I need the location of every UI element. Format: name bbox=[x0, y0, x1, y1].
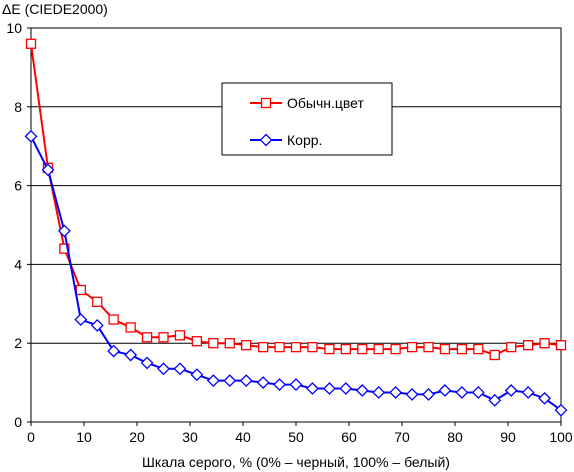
series-1-point bbox=[208, 338, 219, 349]
series-2-point bbox=[90, 319, 104, 332]
series-1-point bbox=[373, 343, 384, 355]
x-axis-label: Шкала серого, % (0% – черный, 100% – бел… bbox=[142, 454, 450, 470]
series-2-point bbox=[455, 386, 469, 399]
series-1-point bbox=[340, 343, 351, 355]
x-axis-ticks: 0 10 20 30 40 50 60 70 80 90 100 bbox=[27, 422, 573, 445]
series-1-point bbox=[357, 343, 368, 355]
series-2-point bbox=[24, 129, 38, 143]
series-2-point bbox=[372, 386, 386, 399]
x-tick-label-20: 20 bbox=[129, 429, 145, 445]
series-2-point bbox=[41, 163, 55, 177]
series-group bbox=[24, 38, 568, 417]
series-2-point bbox=[289, 378, 303, 391]
series-2-point bbox=[256, 376, 270, 390]
x-tick-label-10: 10 bbox=[76, 429, 92, 445]
y-tick-label-4: 4 bbox=[14, 256, 22, 272]
series-2-point bbox=[107, 344, 121, 358]
legend-label-1: Обычн.цвет bbox=[287, 95, 365, 111]
x-tick-label-70: 70 bbox=[394, 429, 410, 445]
series-2-point bbox=[157, 362, 170, 376]
series-1-point bbox=[307, 341, 318, 353]
series-1-point bbox=[506, 341, 517, 353]
series-1-point bbox=[174, 330, 186, 341]
series-2-point bbox=[239, 374, 253, 388]
series-2-point bbox=[206, 374, 220, 388]
series-1-point bbox=[25, 38, 37, 49]
series-2-point bbox=[488, 393, 502, 407]
series-2-point bbox=[389, 386, 403, 399]
series-2-point bbox=[422, 388, 435, 401]
series-1-point bbox=[290, 341, 302, 353]
series-2-point bbox=[57, 224, 71, 238]
series-1-point bbox=[158, 332, 169, 343]
series-1-point bbox=[539, 338, 550, 349]
series-2-point bbox=[339, 382, 353, 395]
x-tick-label-50: 50 bbox=[288, 429, 304, 445]
series-1-point bbox=[456, 343, 468, 355]
series-1-point bbox=[92, 296, 103, 307]
series-2-point bbox=[322, 382, 336, 395]
series-2-point bbox=[173, 362, 187, 376]
legend: Обычн.цвет Корр. bbox=[221, 82, 393, 156]
series-1-point bbox=[274, 341, 285, 353]
series-1-point bbox=[439, 343, 451, 355]
legend-box bbox=[221, 82, 393, 156]
x-tick-label-100: 100 bbox=[549, 429, 573, 445]
series-1-point bbox=[324, 343, 335, 355]
y-axis-ticks: 0 2 4 6 8 10 bbox=[6, 20, 31, 430]
series-1-point bbox=[390, 343, 401, 355]
series-1-point bbox=[406, 341, 418, 353]
series-1-point bbox=[108, 314, 119, 325]
series-2-point bbox=[438, 384, 452, 397]
series-2 bbox=[24, 129, 568, 417]
legend-marker-2 bbox=[259, 133, 273, 147]
x-tick-label-80: 80 bbox=[447, 429, 463, 445]
series-1-point bbox=[473, 343, 484, 355]
series-2-point bbox=[538, 391, 551, 405]
series-2-point bbox=[306, 382, 319, 395]
series-2-point bbox=[273, 378, 286, 391]
series-2-point bbox=[223, 374, 237, 388]
series-1-point bbox=[125, 322, 136, 333]
series-1-point bbox=[191, 336, 203, 347]
y-tick-label-8: 8 bbox=[14, 99, 22, 115]
x-tick-label-30: 30 bbox=[182, 429, 198, 445]
series-2-point bbox=[405, 388, 419, 401]
series-1-point bbox=[423, 341, 434, 353]
x-tick-label-60: 60 bbox=[341, 429, 357, 445]
series-2-point bbox=[124, 348, 138, 362]
y-tick-label-0: 0 bbox=[14, 414, 22, 430]
y-axis-label: ΔE (CIEDE2000) bbox=[2, 1, 108, 17]
series-1-point bbox=[241, 340, 252, 351]
series-1-point bbox=[522, 340, 534, 351]
x-tick-label-90: 90 bbox=[500, 429, 516, 445]
series-2-point bbox=[190, 368, 204, 382]
y-tick-label-10: 10 bbox=[6, 20, 22, 36]
y-tick-label-6: 6 bbox=[14, 178, 22, 194]
series-1-point bbox=[141, 332, 153, 343]
series-1-point bbox=[555, 340, 567, 351]
x-tick-label-0: 0 bbox=[27, 429, 35, 445]
y-tick-label-2: 2 bbox=[14, 335, 22, 351]
series-2-point bbox=[74, 313, 88, 326]
x-tick-label-40: 40 bbox=[235, 429, 251, 445]
series-2-point bbox=[554, 403, 568, 417]
series-1-point bbox=[59, 243, 70, 254]
series-2-point bbox=[140, 356, 154, 370]
series-1-point bbox=[489, 349, 500, 361]
series-2-point bbox=[355, 384, 369, 397]
series-2-point bbox=[521, 386, 535, 399]
series-1-point bbox=[75, 284, 86, 296]
series-2-point bbox=[471, 386, 485, 399]
legend-marker-1 bbox=[260, 97, 272, 109]
series-1 bbox=[25, 38, 567, 361]
series-1-point bbox=[224, 338, 235, 349]
legend-label-2: Корр. bbox=[287, 132, 322, 148]
series-1-point bbox=[257, 341, 269, 353]
series-2-point bbox=[504, 384, 518, 397]
